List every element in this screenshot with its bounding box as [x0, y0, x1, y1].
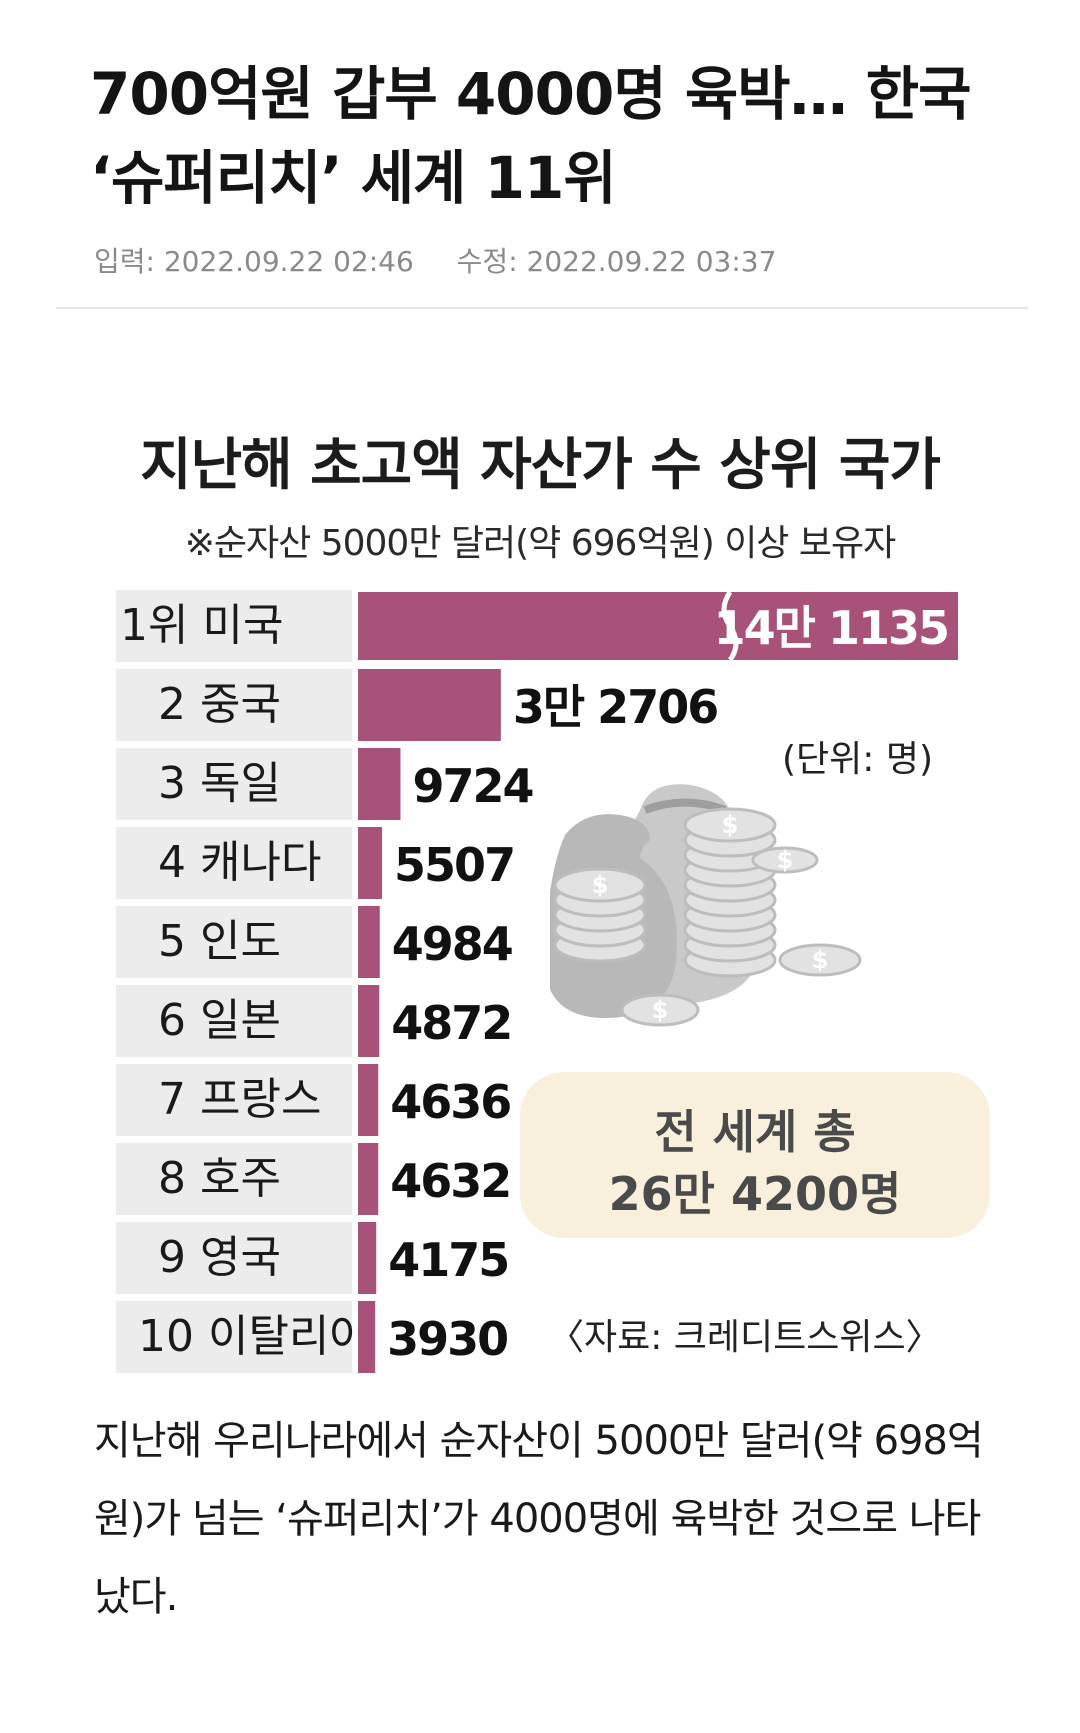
category-label-bg: [116, 1301, 352, 1373]
bar: [358, 592, 958, 660]
world-total-label: 전 세계 총: [654, 1105, 856, 1159]
value-label: 4984: [392, 917, 512, 971]
bar: [358, 669, 501, 741]
category-label-bg: [116, 590, 352, 662]
category-label-bg: [116, 669, 352, 741]
modified-timestamp: 수정: 2022.09.22 03:37: [456, 245, 777, 278]
bar: [358, 827, 383, 899]
category-label: 7 프랑스: [158, 1074, 321, 1125]
bar: [358, 1143, 379, 1215]
category-label: 3 독일: [158, 758, 281, 809]
value-label: 5507: [394, 838, 514, 892]
value-label: 4872: [391, 996, 511, 1050]
chart-title: 지난해 초고액 자산가 수 상위 국가: [140, 433, 941, 498]
category-label-bg: [116, 748, 352, 820]
category-label: 10 이탈리아: [138, 1311, 370, 1362]
article-headline: 700억원 갑부 4000명 육박… 한국 ‘슈퍼리치’ 세계 11위: [90, 60, 972, 212]
category-label-bg: [116, 985, 352, 1057]
value-label: 3만 2706: [513, 680, 717, 734]
category-label: 6 일본: [158, 995, 281, 1046]
svg-text:$: $: [592, 871, 609, 899]
value-label: 4632: [390, 1154, 510, 1208]
category-label-bg: [116, 1222, 352, 1294]
axis-break-mark: [721, 590, 739, 662]
source-label: 〈자료: 크레디트스위스〉: [548, 1317, 942, 1358]
bar: [358, 985, 380, 1057]
unit-label: (단위: 명): [782, 739, 934, 780]
value-label: 4636: [390, 1075, 510, 1129]
category-label-bg: [116, 1143, 352, 1215]
svg-text:$: $: [812, 946, 829, 974]
category-label: 4 캐나다: [158, 837, 321, 888]
category-label: 9 영국: [158, 1232, 281, 1283]
article-body: 지난해 우리나라에서 순자산이 5000만 달러(약 698억원)가 넘는 ‘슈…: [94, 1418, 984, 1620]
chart-subtitle: ※순자산 5000만 달러(약 696억원) 이상 보유자: [184, 523, 896, 564]
category-label: 2 중국: [158, 679, 281, 730]
value-label: 3930: [387, 1312, 507, 1366]
bar: [358, 1222, 377, 1294]
category-label: 8 호주: [158, 1153, 281, 1204]
value-label: 4175: [388, 1233, 508, 1287]
category-label-bg: [116, 1064, 352, 1136]
bar: [358, 748, 401, 820]
category-label-bg: [116, 906, 352, 978]
svg-text:$: $: [652, 996, 669, 1024]
svg-text:$: $: [722, 811, 739, 839]
value-label: 9724: [412, 759, 532, 813]
bar: [358, 1301, 376, 1373]
money-bags-and-coins-icon: $ $ $ $ $: [550, 784, 862, 1027]
infographic: 지난해 초고액 자산가 수 상위 국가 ※순자산 5000만 달러(약 696억…: [0, 360, 1080, 1375]
bar: [358, 1064, 379, 1136]
category-label: 1위 미국: [120, 600, 283, 651]
article-timestamps: 입력: 2022.09.22 02:46 수정: 2022.09.22 03:3…: [94, 240, 776, 280]
svg-text:$: $: [777, 846, 794, 874]
header-divider: [56, 307, 1028, 309]
world-total-value: 26만 4200명: [608, 1167, 902, 1221]
bar: [358, 906, 380, 978]
value-label: 14만 1135: [714, 601, 948, 655]
world-total-box: 전 세계 총 26만 4200명: [520, 1072, 990, 1238]
bar-chart: 1위 미국 14만 1135 2 중국 3만 2706 3 독일 9724 4 캐나다 550…: [116, 590, 958, 1373]
category-label: 5 인도: [158, 916, 281, 967]
input-timestamp: 입력: 2022.09.22 02:46: [94, 245, 414, 278]
category-label-bg: [116, 827, 352, 899]
